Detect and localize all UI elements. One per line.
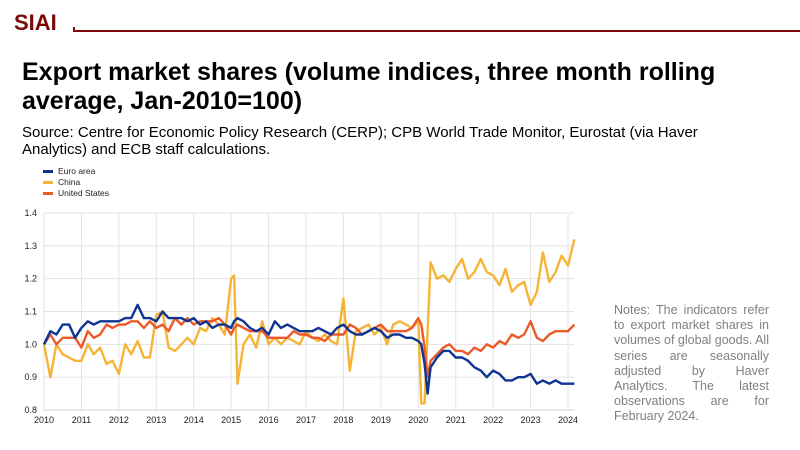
legend-label: Euro area	[58, 166, 96, 176]
y-tick-label: 0.9	[24, 372, 37, 382]
legend-label: China	[58, 177, 80, 187]
x-tick-label: 2012	[109, 415, 129, 425]
header-rule-tick	[73, 27, 75, 32]
legend-swatch-euro-area	[43, 170, 53, 173]
y-tick-label: 1.2	[24, 274, 37, 284]
series-line-united-states	[42, 316, 576, 379]
siai-logo: SIAI	[14, 10, 57, 35]
legend-swatch-china	[43, 181, 53, 184]
y-tick-label: 1.3	[24, 241, 37, 251]
x-tick-label: 2011	[72, 415, 91, 425]
y-tick-label: 1.4	[24, 208, 37, 218]
header-rule	[73, 30, 800, 32]
x-tick-label: 2015	[221, 415, 241, 425]
x-tick-label: 2010	[34, 415, 54, 425]
x-tick-label: 2017	[296, 415, 316, 425]
y-tick-label: 1.1	[24, 307, 37, 317]
y-tick-label: 0.8	[24, 405, 37, 415]
x-tick-label: 2013	[146, 415, 166, 425]
series-line-china	[42, 239, 576, 405]
x-tick-label: 2021	[446, 415, 466, 425]
slide-title: Export market shares (volume indices, th…	[22, 58, 716, 115]
x-tick-label: 2019	[371, 415, 391, 425]
y-tick-label: 1.0	[24, 339, 37, 349]
notes-text: Notes: The indicators refer to export ma…	[614, 303, 769, 424]
x-tick-label: 2023	[521, 415, 541, 425]
x-tick-label: 2020	[408, 415, 428, 425]
x-tick-label: 2016	[259, 415, 279, 425]
x-tick-label: 2014	[184, 415, 204, 425]
x-tick-label: 2024	[558, 415, 578, 425]
x-tick-label: 2022	[483, 415, 503, 425]
series-line-euro-area	[42, 303, 575, 395]
legend-label: United States	[58, 188, 109, 198]
legend-swatch-united-states	[43, 192, 53, 195]
source-text: Source: Centre for Economic Policy Resea…	[22, 124, 698, 158]
x-tick-label: 2018	[333, 415, 353, 425]
